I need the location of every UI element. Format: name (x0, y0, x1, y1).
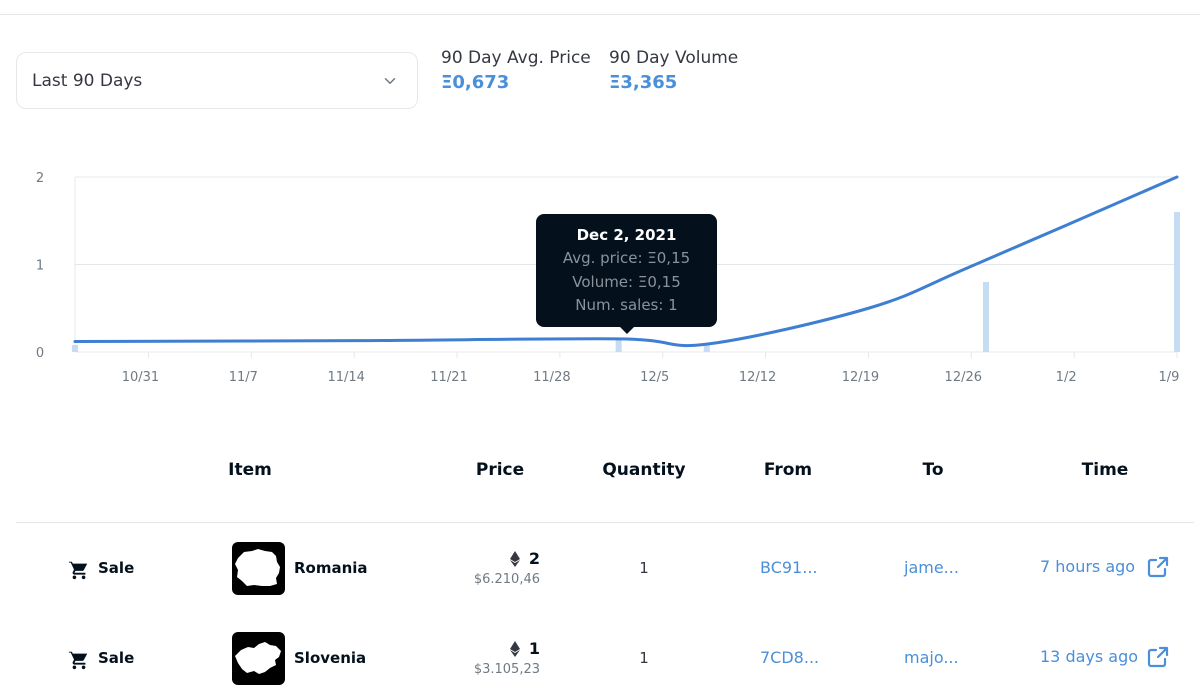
header-divider (16, 522, 1194, 523)
time-range-dropdown[interactable]: Last 90 Days (16, 52, 418, 109)
x-tick-label: 11/28 (533, 370, 570, 385)
slovenia-map-icon (235, 642, 281, 674)
x-tick-label: 12/12 (739, 370, 776, 385)
cart-icon (68, 560, 88, 580)
event-type: Sale (98, 559, 135, 577)
table-header: Item Price Quantity From To Time (0, 460, 1200, 486)
x-tick-label: 11/14 (327, 370, 364, 385)
x-tick-label: 12/26 (945, 370, 982, 385)
volume-value: Ξ3,365 (609, 72, 678, 93)
from-address-link[interactable]: BC91... (760, 558, 818, 577)
table-row[interactable]: Sale Slovenia 1 $3.105,23 1 7CD8... majo… (0, 628, 1200, 688)
x-tick-label: 12/5 (640, 370, 669, 385)
time-link[interactable]: 7 hours ago (1040, 557, 1136, 576)
external-link-icon[interactable] (1146, 645, 1170, 669)
header-item[interactable]: Item (228, 460, 272, 480)
volume-bar (1174, 212, 1180, 352)
y-tick-label: 0 (36, 346, 44, 361)
x-tick-label: 12/19 (842, 370, 879, 385)
x-tick-label: 10/31 (122, 370, 159, 385)
time-range-value: Last 90 Days (32, 70, 143, 91)
volume-bar (615, 338, 622, 352)
volume-stat: 90 Day Volume Ξ3,365 (609, 48, 738, 93)
y-tick-label: 2 (36, 171, 44, 186)
header-time[interactable]: Time (1081, 460, 1129, 480)
romania-map-icon (235, 549, 280, 586)
chevron-down-icon (384, 77, 396, 84)
header-quantity[interactable]: Quantity (602, 460, 686, 480)
item-thumbnail[interactable] (232, 542, 285, 595)
x-tick-label: 11/7 (229, 370, 258, 385)
top-divider (0, 14, 1200, 15)
quantity-value: 1 (639, 649, 649, 667)
tooltip-avg-price: Avg. price: Ξ0,15 (562, 249, 691, 267)
item-name[interactable]: Romania (294, 559, 368, 577)
price-eth: 2 (509, 549, 540, 568)
volume-bar (982, 282, 989, 352)
volume-label: 90 Day Volume (609, 48, 739, 68)
volume-bar (703, 344, 710, 352)
price-eth: 1 (509, 639, 540, 658)
cart-icon (68, 650, 88, 670)
volume-bar (72, 345, 78, 352)
item-name[interactable]: Slovenia (294, 649, 367, 667)
event-type: Sale (98, 649, 135, 667)
header-price[interactable]: Price (475, 460, 525, 480)
table-row[interactable]: Sale Romania 2 $6.210,46 1 BC91... jame.… (0, 538, 1200, 598)
header-to[interactable]: To (922, 460, 944, 480)
header-from[interactable]: From (763, 460, 813, 480)
avg-price-label: 90 Day Avg. Price (441, 48, 591, 68)
x-tick-label: 1/9 (1159, 370, 1180, 385)
tooltip-date: Dec 2, 2021 (576, 226, 677, 244)
ethereum-icon (509, 640, 520, 657)
y-tick-label: 1 (36, 259, 44, 274)
from-address-link[interactable]: 7CD8... (760, 648, 820, 667)
tooltip-volume: Volume: Ξ0,15 (572, 272, 681, 291)
price-usd: $3.105,23 (473, 662, 540, 677)
ethereum-icon (509, 550, 520, 567)
item-thumbnail[interactable] (232, 632, 285, 685)
avg-price-value: Ξ0,673 (441, 72, 510, 93)
to-address-link[interactable]: jame... (904, 558, 959, 577)
avg-price-stat: 90 Day Avg. Price Ξ0,673 (441, 48, 591, 93)
x-tick-label: 11/21 (430, 370, 467, 385)
avg-price-line (73, 175, 1179, 348)
tooltip-num-sales: Num. sales: 1 (575, 296, 678, 314)
time-link[interactable]: 13 days ago (1040, 647, 1139, 666)
x-tick-label: 1/2 (1056, 370, 1077, 385)
to-address-link[interactable]: majo... (904, 648, 959, 667)
price-usd: $6.210,46 (473, 572, 540, 587)
price-eth-value: 2 (528, 549, 540, 568)
external-link-icon[interactable] (1146, 555, 1170, 579)
quantity-value: 1 (639, 559, 649, 577)
price-history-chart: 0 1 2 10/31 11/7 11/14 11/21 11/28 12/5 12/12 12/1… (36, 171, 1180, 385)
chart-tooltip: Dec 2, 2021 Avg. price: Ξ0,15 Volume: Ξ0… (536, 214, 717, 334)
price-eth-value: 1 (528, 639, 540, 658)
